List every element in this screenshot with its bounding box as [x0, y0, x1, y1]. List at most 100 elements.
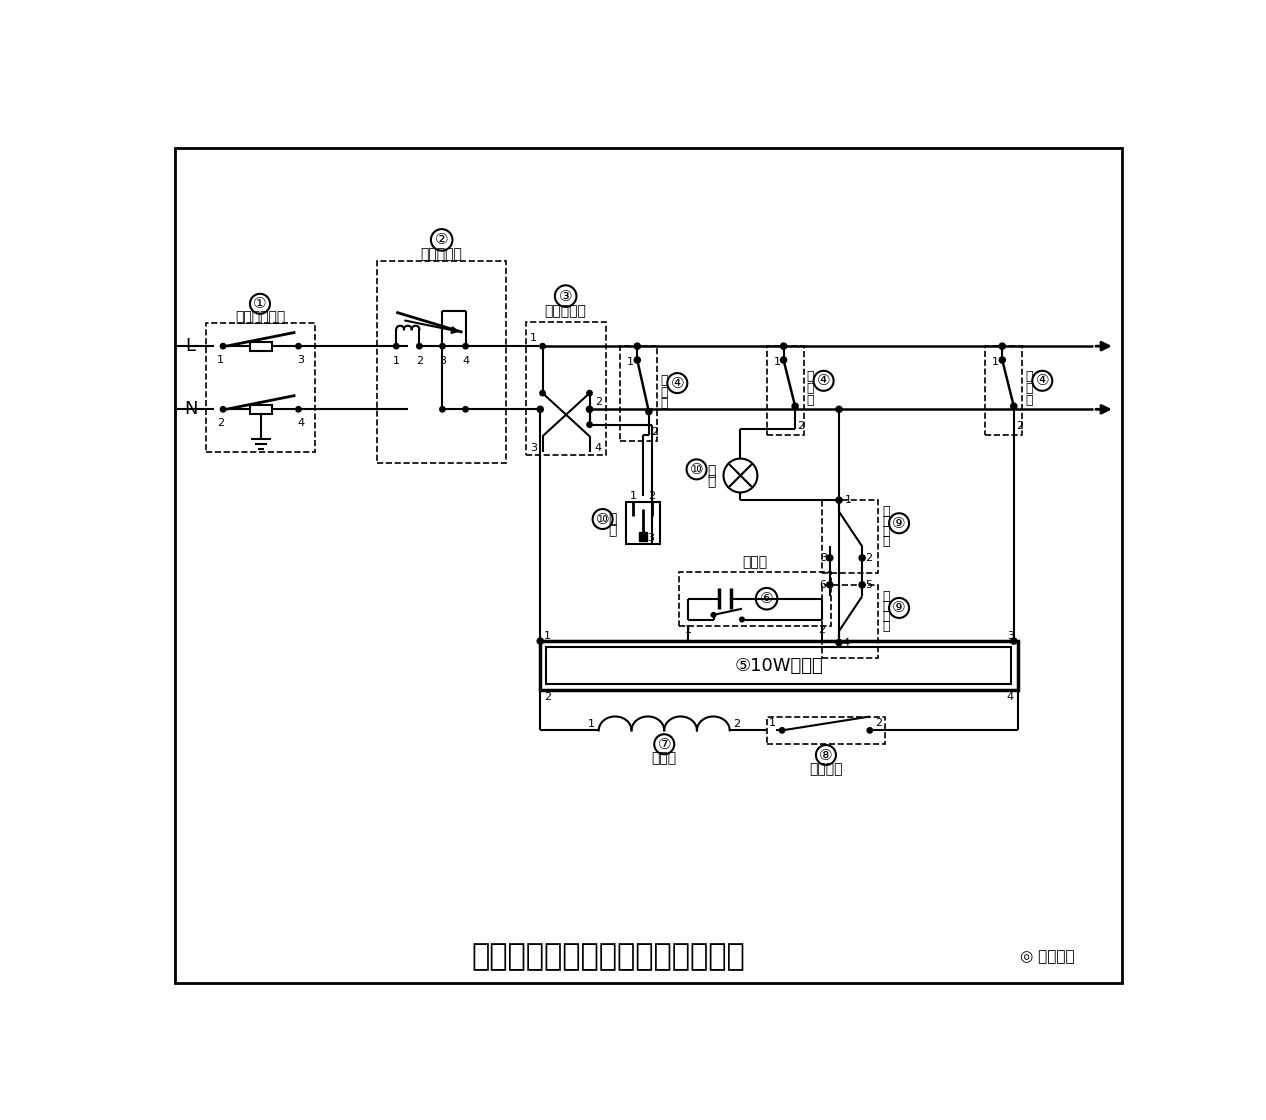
- Text: 1: 1: [685, 625, 691, 635]
- Text: 1: 1: [993, 356, 999, 366]
- Text: ④: ④: [817, 373, 830, 389]
- Circle shape: [836, 407, 842, 412]
- Text: 3: 3: [819, 553, 827, 563]
- Bar: [767, 346, 804, 436]
- Circle shape: [296, 344, 301, 348]
- Circle shape: [634, 357, 641, 363]
- Text: 插: 插: [608, 512, 617, 526]
- Circle shape: [537, 638, 543, 644]
- Text: 4: 4: [842, 637, 849, 647]
- Circle shape: [634, 343, 641, 349]
- Text: 座: 座: [608, 523, 617, 538]
- Text: 器: 器: [1025, 393, 1033, 407]
- Text: 4: 4: [1006, 691, 1014, 701]
- Text: 器: 器: [661, 398, 668, 410]
- Text: 1: 1: [544, 632, 551, 642]
- Bar: [525, 321, 606, 456]
- Text: ⑩: ⑩: [596, 512, 609, 526]
- Text: 2: 2: [865, 553, 872, 563]
- Text: 1: 1: [218, 355, 224, 365]
- Text: 1: 1: [627, 356, 634, 366]
- Text: 单控开关: 单控开关: [809, 762, 843, 776]
- Circle shape: [586, 407, 592, 412]
- Text: 开: 开: [882, 610, 890, 623]
- Circle shape: [539, 344, 546, 348]
- Circle shape: [867, 728, 872, 734]
- Text: 2: 2: [733, 719, 741, 729]
- Circle shape: [463, 407, 468, 412]
- Text: 3: 3: [530, 442, 537, 452]
- Text: 开: 开: [882, 525, 890, 539]
- Circle shape: [439, 407, 446, 412]
- Text: ⑨: ⑨: [893, 600, 906, 616]
- Text: 2: 2: [218, 418, 224, 428]
- Bar: [547, 647, 1012, 684]
- Bar: [822, 501, 877, 573]
- Text: 泡: 泡: [706, 475, 715, 488]
- Text: 3: 3: [1006, 632, 1014, 642]
- Text: 1: 1: [530, 334, 537, 344]
- Bar: [767, 717, 885, 745]
- Bar: [679, 571, 832, 626]
- Text: ②: ②: [436, 232, 448, 248]
- Text: 器: 器: [806, 393, 814, 407]
- Text: 2: 2: [651, 427, 658, 437]
- Bar: [249, 404, 271, 414]
- Circle shape: [780, 728, 785, 734]
- Bar: [822, 585, 877, 659]
- Text: ⑦: ⑦: [657, 737, 671, 752]
- Bar: [541, 641, 1018, 690]
- Circle shape: [220, 344, 225, 348]
- Circle shape: [539, 391, 546, 395]
- Circle shape: [711, 613, 715, 617]
- Text: ③: ③: [558, 289, 572, 304]
- Text: 1: 1: [770, 718, 776, 728]
- Circle shape: [587, 422, 592, 428]
- Circle shape: [999, 357, 1005, 363]
- Circle shape: [439, 344, 446, 348]
- Text: ⑧: ⑧: [819, 747, 833, 763]
- Text: 日光灯照明与两控一灯一插座线路: 日光灯照明与两控一灯一插座线路: [471, 942, 744, 971]
- Circle shape: [860, 554, 865, 561]
- Text: ④: ④: [671, 375, 684, 391]
- Text: 断: 断: [1025, 371, 1033, 383]
- Text: 漏电保护器: 漏电保护器: [544, 304, 586, 318]
- Text: 2: 2: [876, 718, 882, 728]
- Text: 灯: 灯: [706, 464, 715, 478]
- Text: 启辉器: 启辉器: [743, 556, 767, 569]
- Bar: [206, 323, 315, 451]
- Circle shape: [781, 343, 786, 349]
- Circle shape: [220, 407, 225, 412]
- Text: 2: 2: [415, 356, 423, 366]
- Text: ⑨: ⑨: [893, 515, 906, 531]
- Text: N: N: [184, 400, 197, 418]
- Circle shape: [463, 344, 468, 348]
- Circle shape: [537, 407, 543, 412]
- Text: 关: 关: [882, 620, 890, 633]
- Text: 2: 2: [1017, 421, 1023, 431]
- Circle shape: [836, 640, 842, 645]
- Text: 3: 3: [439, 356, 446, 366]
- Text: ⑤10W日光灯: ⑤10W日光灯: [734, 656, 823, 674]
- Text: 1: 1: [846, 495, 852, 505]
- Text: 2: 2: [648, 491, 656, 501]
- Circle shape: [587, 391, 592, 395]
- Text: 2: 2: [544, 691, 551, 701]
- Circle shape: [646, 409, 652, 414]
- Circle shape: [296, 407, 301, 412]
- Circle shape: [739, 617, 744, 622]
- Text: 2: 2: [819, 625, 825, 635]
- Circle shape: [860, 581, 865, 588]
- Circle shape: [394, 344, 399, 348]
- Text: ①: ①: [253, 297, 267, 311]
- Text: 1: 1: [587, 719, 595, 729]
- Text: 单相电度表: 单相电度表: [420, 246, 462, 261]
- Circle shape: [1010, 638, 1017, 644]
- Bar: [377, 261, 506, 464]
- Bar: [620, 346, 657, 441]
- Text: 3: 3: [647, 533, 653, 543]
- Circle shape: [999, 343, 1005, 349]
- Circle shape: [417, 344, 422, 348]
- Text: 1: 1: [774, 356, 781, 366]
- Text: 2: 2: [798, 421, 805, 431]
